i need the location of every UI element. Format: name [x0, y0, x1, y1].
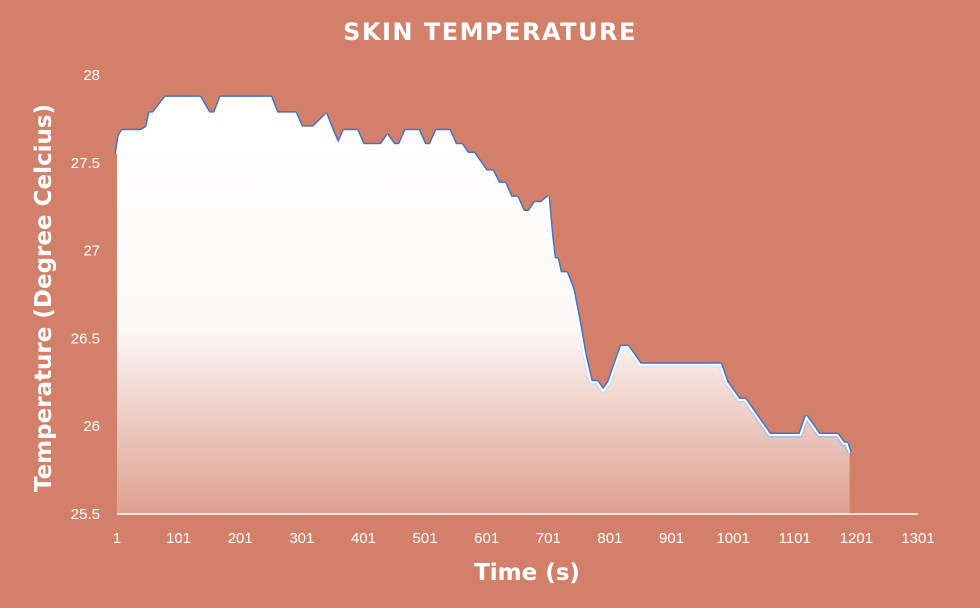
x-tick-label: 701 [536, 530, 561, 547]
x-tick-label: 801 [597, 530, 622, 547]
x-tick-label: 101 [166, 530, 191, 547]
x-tick-label: 901 [659, 530, 684, 547]
series-line [116, 96, 851, 453]
x-tick-label: 401 [351, 530, 376, 547]
x-tick-label: 501 [413, 530, 438, 547]
y-tick-label: 25.5 [71, 506, 100, 523]
x-tick-label: 601 [474, 530, 499, 547]
y-tick-label: 26 [83, 418, 100, 435]
x-tick-label: 1101 [779, 530, 811, 547]
y-tick-label: 27 [83, 243, 100, 260]
x-tick-label: 1 [113, 530, 121, 547]
x-tick-label: 301 [289, 530, 314, 547]
x-tick-label: 1301 [901, 530, 934, 547]
x-tick-label: 201 [228, 530, 253, 547]
chart-title: SKIN TEMPERATURE [343, 18, 637, 46]
x-tick-label: 1201 [840, 530, 873, 547]
y-tick-label: 28 [83, 67, 100, 84]
x-axis-title: Time (s) [474, 560, 580, 586]
y-tick-label: 26.5 [71, 330, 100, 347]
series-area [117, 97, 850, 514]
y-tick-label: 27.5 [71, 155, 100, 172]
x-tick-label: 1001 [716, 530, 749, 547]
